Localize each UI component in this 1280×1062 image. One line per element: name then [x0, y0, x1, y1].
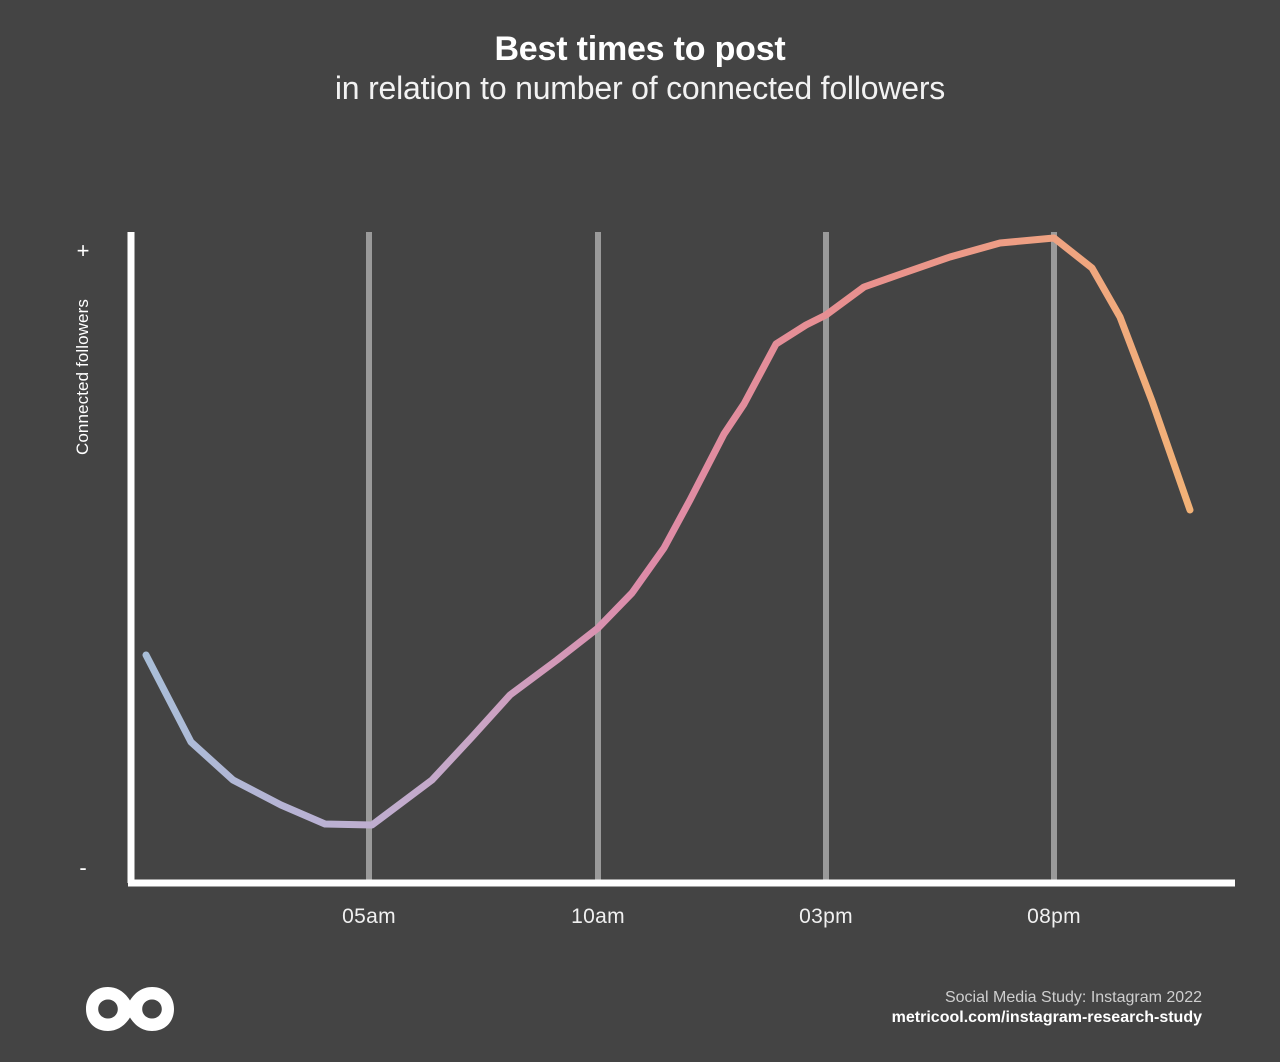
y-axis-title: Connected followers [73, 299, 92, 455]
footer-url[interactable]: metricool.com/instagram-research-study [891, 1009, 1202, 1027]
x-tick-label-05am: 05am [342, 905, 396, 928]
series-line-connected-followers [142, 234, 1194, 829]
x-tick-label-03pm: 03pm [799, 905, 853, 928]
footer-study-label: Social Media Study: Instagram 2022 [944, 989, 1202, 1006]
infinity-logo-icon [86, 987, 174, 1031]
title-subtitle: in relation to number of connected follo… [334, 70, 946, 106]
x-tick-label-08pm: 08pm [1027, 905, 1081, 928]
title-main: Best times to post [494, 30, 786, 68]
footer-credits: Social Media Study: Instagram 2022 metri… [892, 988, 1202, 1029]
y-axis-low-marker: - [79, 855, 87, 880]
gridlines [366, 232, 1057, 883]
page-title: Best times to post in relation to number… [0, 32, 1280, 104]
axes [127, 232, 1235, 887]
y-axis-high-marker: + [76, 238, 90, 263]
x-tick-label-10am: 10am [571, 905, 625, 928]
